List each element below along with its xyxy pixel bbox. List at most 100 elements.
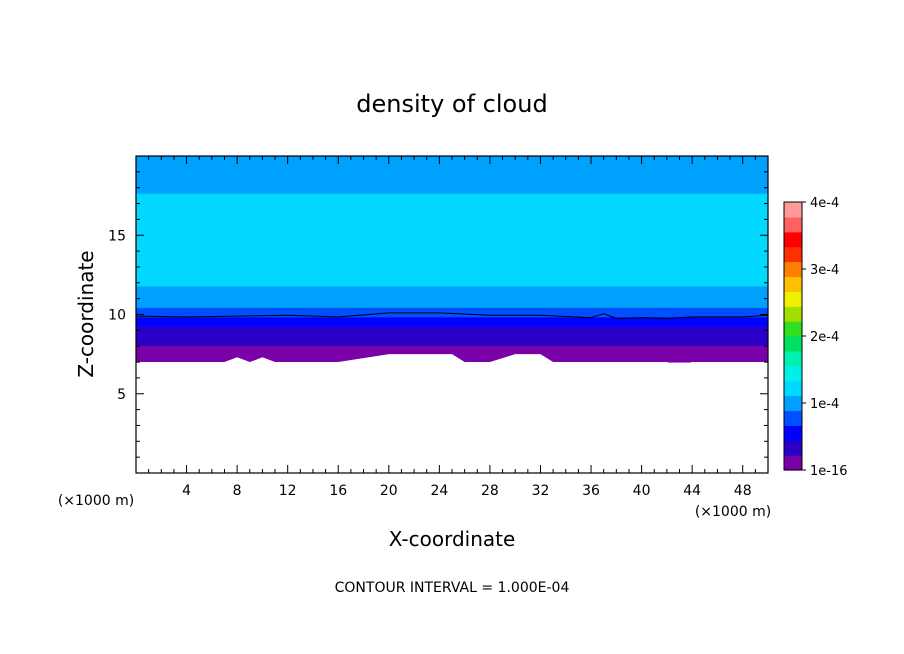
- density-band: [136, 287, 768, 292]
- colorbar-swatch: [784, 336, 802, 352]
- colorbar-swatch: [784, 395, 802, 412]
- colorbar-swatch: [784, 380, 802, 397]
- density-band: [136, 176, 768, 180]
- density-band: [136, 178, 768, 182]
- density-band: [136, 185, 768, 189]
- density-band: [136, 218, 768, 223]
- x-tick-label: 24: [430, 483, 448, 499]
- colorbar-label: 2e-4: [810, 330, 839, 345]
- density-band: [136, 235, 768, 239]
- colorbar-swatch: [784, 231, 802, 248]
- density-band: [136, 266, 768, 270]
- density-band: [136, 166, 768, 170]
- density-band: [136, 183, 768, 187]
- contour-interval-note: CONTOUR INTERVAL = 1.000E-04: [335, 580, 570, 596]
- colorbar: 1e-16 1e-4 2e-4 3e-4 4e-4: [783, 196, 848, 479]
- x-tick-label: 16: [329, 483, 347, 499]
- colorbar-swatch: [784, 455, 802, 471]
- density-band: [136, 207, 768, 211]
- density-band: [136, 252, 768, 256]
- density-band: [136, 318, 768, 323]
- density-band: [136, 247, 768, 251]
- colorbar-swatch: [784, 365, 802, 382]
- colorbar-swatch: [784, 306, 802, 322]
- colorbar-swatch: [784, 350, 802, 367]
- density-band: [136, 340, 768, 344]
- density-band: [136, 211, 768, 216]
- density-band: [136, 309, 768, 313]
- density-band: [136, 190, 768, 194]
- density-band: [136, 261, 768, 266]
- density-band: [136, 168, 768, 173]
- x-tick-label: 44: [683, 483, 701, 499]
- density-band: [136, 171, 768, 175]
- x-axis: 4 8 12 16 20 24 28 32 36 40 44 48: [148, 156, 756, 499]
- colorbar-swatch: [784, 425, 802, 441]
- density-band: [136, 256, 768, 261]
- x-tick-label: 4: [182, 483, 191, 499]
- density-band: [136, 214, 768, 218]
- x-tick-label: 48: [734, 483, 752, 499]
- colorbar-swatch: [784, 321, 802, 337]
- x-unit-label: (×1000 m): [695, 504, 771, 520]
- density-band: [136, 335, 768, 339]
- density-band: [136, 321, 768, 325]
- colorbar-swatch: [784, 440, 802, 456]
- density-band: [136, 268, 768, 273]
- density-band: [136, 180, 768, 185]
- density-band: [136, 192, 768, 197]
- density-band: [136, 195, 768, 199]
- density-band: [136, 297, 768, 301]
- colorbar-swatch: [784, 276, 802, 292]
- colorbar-swatch: [784, 410, 802, 426]
- z-unit-label: (×1000 m): [58, 493, 134, 509]
- density-band: [136, 347, 768, 351]
- density-band: [136, 299, 768, 304]
- density-band: [136, 316, 768, 320]
- density-band: [136, 314, 768, 318]
- y-axis-title: Z-coordinate: [74, 250, 98, 377]
- density-band: [136, 209, 768, 213]
- density-band: [136, 290, 768, 294]
- density-band: [136, 164, 768, 168]
- x-tick-label: 28: [481, 483, 499, 499]
- density-band: [136, 161, 768, 166]
- no-cloud-region: [136, 354, 768, 473]
- colorbar-swatch: [784, 202, 802, 218]
- density-band: [136, 330, 768, 335]
- density-band: [136, 333, 768, 337]
- density-band: [136, 337, 768, 342]
- density-band: [136, 280, 768, 285]
- density-band: [136, 230, 768, 235]
- x-tick-label: 36: [582, 483, 600, 499]
- x-tick-label: 20: [380, 483, 398, 499]
- density-band: [136, 259, 768, 263]
- density-band: [136, 228, 768, 232]
- colorbar-swatch: [784, 291, 802, 307]
- density-band: [136, 233, 768, 237]
- density-band: [136, 325, 768, 330]
- density-band: [136, 294, 768, 299]
- density-band: [136, 304, 768, 308]
- density-band: [136, 323, 768, 327]
- density-band: [136, 240, 768, 244]
- density-band: [136, 204, 768, 209]
- density-band: [136, 273, 768, 277]
- density-band: [136, 202, 768, 206]
- density-band: [136, 199, 768, 204]
- density-band: [136, 226, 768, 230]
- chart-title: density of cloud: [356, 90, 547, 118]
- density-band: [136, 271, 768, 275]
- density-band: [136, 344, 768, 349]
- density-band: [136, 159, 768, 163]
- y-tick-label: 15: [108, 228, 126, 244]
- colorbar-label: 1e-16: [810, 464, 848, 479]
- density-band: [136, 187, 768, 192]
- colorbar-swatch: [784, 246, 802, 263]
- density-band: [136, 352, 768, 356]
- colorbar-label: 1e-4: [810, 397, 839, 412]
- colorbar-swatch: [784, 261, 802, 278]
- density-band: [136, 328, 768, 332]
- colorbar-swatch: [784, 216, 802, 233]
